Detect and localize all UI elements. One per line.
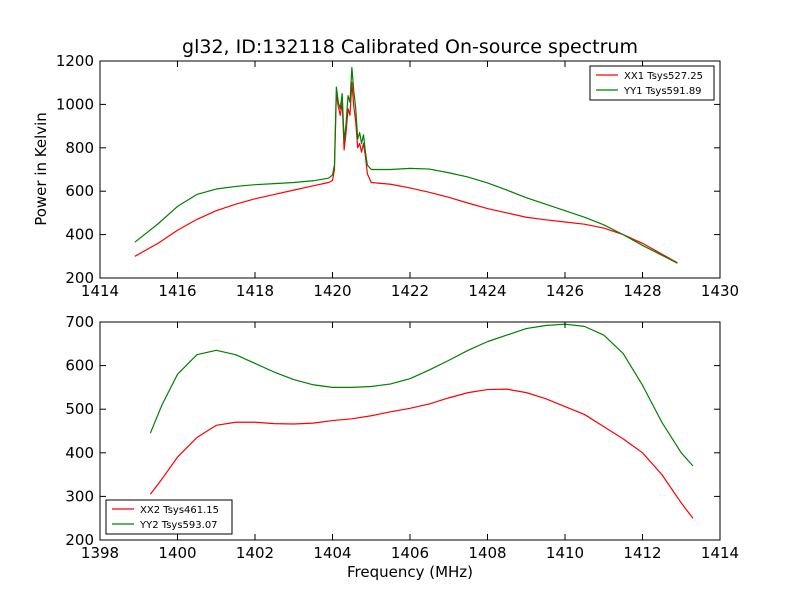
top-y-tick-label: 1000	[56, 95, 94, 113]
top-x-tick-label: 1414	[81, 282, 119, 300]
bottom-x-tick-label: 1410	[546, 544, 584, 562]
bottom-x-tick-label: 1412	[623, 544, 661, 562]
bottom-y-tick-label: 200	[65, 531, 94, 549]
top-x-tick-label: 1428	[623, 282, 661, 300]
top-panel: 1414 1416 1418 1420 1422 1424 1426 1428 1430 200 4…	[56, 52, 739, 300]
bottom-x-tick-label: 1408	[468, 544, 506, 562]
bottom-legend-box	[105, 499, 233, 535]
bottom-y-tick-label: 500	[65, 400, 94, 418]
top-x-tick-label: 1420	[313, 282, 351, 300]
bottom-x-tick-label: 1398	[81, 544, 119, 562]
bottom-legend: XX2 Tsys461.15 YY2 Tsys593.07	[105, 499, 233, 535]
bottom-series-line-1	[149, 388, 694, 519]
top-x-tick-label: 1416	[158, 282, 196, 300]
bottom-series-line-2	[149, 323, 694, 467]
top-x-tick-label: 1418	[236, 282, 274, 300]
top-y-tick-label: 800	[65, 139, 94, 157]
top-y-tick-label: 400	[65, 226, 94, 244]
y-axis-label: Power in Kelvin	[32, 112, 50, 226]
bottom-x-tick-label: 1406	[391, 544, 429, 562]
bottom-panel: 1398 1400 1402 1404 1406 1408 1410 1412 1414 200 3…	[65, 313, 739, 562]
bottom-legend-label-1: XX2 Tsys461.15	[140, 505, 219, 516]
bottom-y-tick-label: 600	[65, 357, 94, 375]
bottom-y-tick-label: 300	[65, 487, 94, 505]
top-y-tick-label: 1200	[56, 52, 94, 70]
top-x-tick-label: 1426	[546, 282, 584, 300]
bottom-y-tick-label: 400	[65, 444, 94, 462]
top-legend: XX1 Tsys527.25 YY1 Tsys591.89	[589, 65, 715, 101]
bottom-x-tick-label: 1404	[313, 544, 351, 562]
top-x-tick-label: 1422	[391, 282, 429, 300]
bottom-x-tick-label: 1402	[236, 544, 274, 562]
bottom-x-tick-label: 1414	[701, 544, 739, 562]
top-legend-label-1: XX1 Tsys527.25	[624, 71, 703, 82]
top-y-tick-label: 600	[65, 182, 94, 200]
bottom-y-tick-label: 700	[65, 313, 94, 331]
top-legend-label-2: YY1 Tsys591.89	[623, 86, 702, 97]
top-y-tick-label: 200	[65, 269, 94, 287]
bottom-x-tick-label: 1400	[158, 544, 196, 562]
top-series-line-1	[134, 82, 678, 264]
top-legend-box	[589, 65, 715, 101]
figure-title: gl32, ID:132118 Calibrated On-source spe…	[182, 36, 638, 58]
x-axis-label: Frequency (MHz)	[347, 563, 473, 581]
top-series-line-2	[134, 66, 678, 264]
top-x-tick-label: 1424	[468, 282, 506, 300]
top-x-tick-label: 1430	[701, 282, 739, 300]
bottom-legend-label-2: YY2 Tsys593.07	[139, 520, 218, 531]
